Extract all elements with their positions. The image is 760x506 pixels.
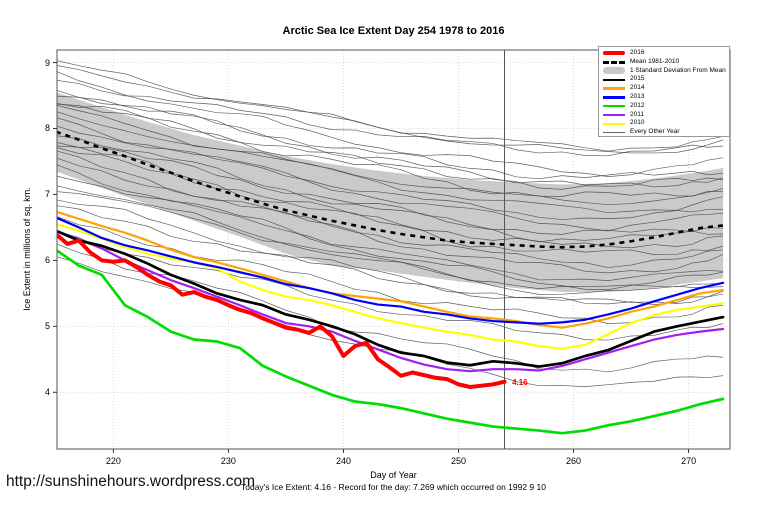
legend-swatch-icon: [603, 51, 625, 56]
legend-item-every-other-year: Every Other Year: [603, 128, 729, 137]
footer-note: Today's Ice Extent: 4.16 - Record for th…: [241, 482, 546, 492]
series-line-2015: [57, 229, 725, 368]
every-other-year-line: [57, 111, 724, 206]
legend-item-1-standard-deviation-from-mean: 1 Standard Deviation From Mean: [603, 67, 729, 76]
every-other-year-line: [57, 65, 724, 152]
series-line-2011: [57, 229, 725, 373]
legend-label: 2016: [630, 49, 645, 56]
mean-line: [57, 130, 724, 249]
y-tick-label: 6: [44, 255, 50, 266]
legend-swatch-icon: [603, 60, 625, 64]
x-axis-label: Day of Year: [370, 470, 417, 480]
every-other-year-line: [57, 80, 724, 157]
legend-item-2014: 2014: [603, 84, 729, 93]
every-other-year-line: [57, 164, 724, 291]
every-other-year-line: [57, 191, 724, 290]
y-tick-label: 4: [44, 387, 50, 398]
legend-item-2010: 2010: [603, 119, 729, 128]
x-tick-label: 250: [450, 456, 466, 466]
legend-swatch-icon: [603, 87, 625, 90]
y-tick-label: 5: [44, 321, 50, 332]
every-other-year-line: [57, 157, 724, 268]
endpoint-value-label: 4.16: [512, 377, 528, 387]
every-other-year-line: [57, 175, 724, 282]
legend-label: 1 Standard Deviation From Mean: [630, 66, 726, 74]
legend-label: Mean 1981-2010: [630, 57, 680, 65]
plot-border: [56, 49, 731, 450]
y-tick-label: 8: [44, 123, 50, 134]
legend-item-2013: 2013: [603, 93, 729, 102]
legend-label: 2015: [630, 75, 645, 83]
x-tick-label: 220: [105, 456, 121, 466]
legend-label: 2014: [630, 84, 645, 92]
legend-swatch-icon: [603, 67, 625, 75]
legend-label: 2010: [630, 119, 645, 127]
legend-item-2011: 2011: [603, 111, 729, 120]
every-other-year-line: [57, 150, 724, 274]
legend-label: 2013: [630, 92, 645, 100]
every-other-year-line: [57, 95, 724, 180]
x-tick-label: 270: [681, 456, 697, 466]
y-tick-label: 9: [44, 57, 50, 68]
legend-swatch-icon: [603, 78, 625, 82]
series-line-2012: [57, 248, 725, 435]
legend-swatch-icon: [603, 104, 625, 108]
series-line-2016: [57, 232, 507, 390]
legend-item-mean-1981-2010: Mean 1981-2010: [603, 58, 729, 67]
series-line-2010: [57, 223, 725, 350]
chart-title: Arctic Sea Ice Extent Day 254 1978 to 20…: [282, 25, 505, 37]
every-other-year-line: [57, 125, 724, 220]
every-other-year-line: [57, 90, 724, 190]
legend-item-2016: 2016: [603, 49, 729, 58]
every-other-year-line: [57, 199, 724, 304]
series-line-2014: [57, 210, 725, 329]
series-line-2013: [57, 216, 725, 325]
legend-label: 2011: [630, 110, 644, 118]
every-other-year-line: [57, 256, 724, 387]
every-other-year-line: [57, 205, 724, 305]
legend-item-2015: 2015: [603, 75, 729, 84]
legend-swatch-icon: [603, 122, 625, 126]
x-tick-label: 230: [220, 456, 236, 466]
every-other-year-line: [57, 135, 724, 243]
y-axis-label: Ice Extent in millions of sq. km.: [22, 187, 32, 311]
legend-swatch-icon: [603, 113, 625, 117]
y-tick-label: 7: [44, 189, 50, 200]
footer-url: http://sunshinehours.wordpress.com: [6, 473, 255, 490]
every-other-year-line: [57, 231, 724, 341]
x-tick-label: 260: [566, 456, 582, 466]
every-other-year-line: [57, 117, 724, 232]
x-tick-label: 240: [335, 456, 351, 466]
every-other-year-line: [57, 60, 724, 154]
legend-label: 2012: [630, 101, 645, 109]
every-other-year-line: [57, 142, 724, 235]
legend-swatch-icon: [603, 132, 625, 134]
every-other-year-line: [57, 105, 724, 214]
every-other-year-line: [57, 103, 724, 188]
legend: 2016 Mean 1981-2010 1 Standard Deviation F…: [598, 46, 730, 137]
legend-swatch-icon: [603, 96, 625, 99]
legend-item-2012: 2012: [603, 102, 729, 111]
every-other-year-line: [57, 103, 724, 197]
every-other-year-line: [57, 71, 724, 177]
std-dev-band: [57, 92, 724, 293]
legend-label: Every Other Year: [630, 128, 680, 136]
